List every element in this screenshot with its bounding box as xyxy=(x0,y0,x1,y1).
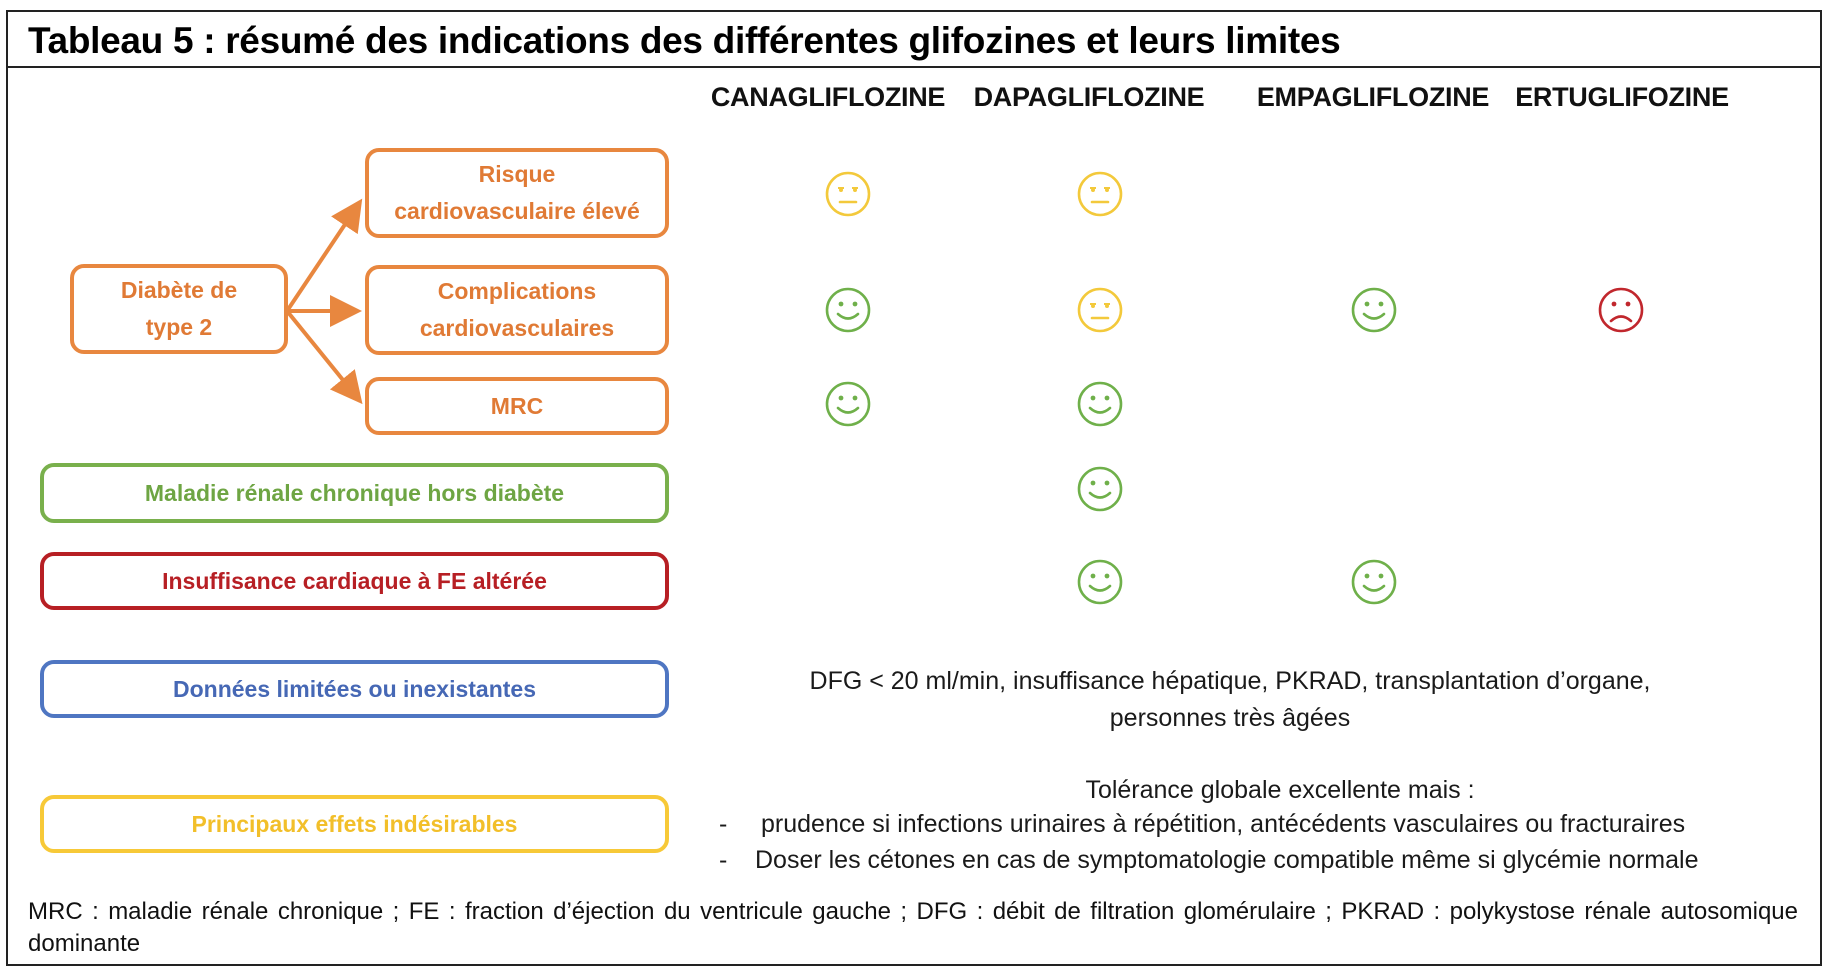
effets-indesirables-label: Principaux effets indésirables xyxy=(191,810,518,837)
donnees-limitees-box: Données limitées ou inexistantes xyxy=(40,660,669,718)
complications-line-2: cardiovasculaires xyxy=(419,315,615,341)
title-bar: Tableau 5 : résumé des indications des d… xyxy=(6,10,1822,68)
effets-bullet-marker-2: - xyxy=(719,846,728,874)
table-frame xyxy=(6,10,1822,966)
arrow-to-risque xyxy=(285,198,363,313)
column-header-canagliflozine: CANAGLIFLOZINE xyxy=(710,82,946,112)
smiling-face-icon xyxy=(1349,285,1399,335)
diabetes-line-1: Diabète de xyxy=(120,277,238,303)
donnees-text-line-2: personnes très âgées xyxy=(1109,704,1351,732)
maladie-renale-box: Maladie rénale chronique hors diabète xyxy=(40,463,669,523)
smiling-face-icon xyxy=(823,285,873,335)
neutral-face-icon xyxy=(1075,285,1125,335)
effets-indesirables-box: Principaux effets indésirables xyxy=(40,795,669,853)
frowning-face-icon xyxy=(1596,285,1646,335)
risque-line-1: Risque xyxy=(478,161,556,187)
column-header-empagliflozine: EMPAGLIFLOZINE xyxy=(1256,82,1490,112)
effets-bullet-1: prudence si infections urinaires à répét… xyxy=(761,810,1686,838)
neutral-face-icon xyxy=(1075,169,1125,219)
effets-bullet-2: Doser les cétones en cas de symptomatolo… xyxy=(755,846,1699,874)
smiling-face-icon xyxy=(1075,379,1125,429)
risque-cv-box: Risque cardiovasculaire élevé xyxy=(365,148,669,238)
arrow-to-mrc xyxy=(285,309,363,405)
donnees-limitees-label: Données limitées ou inexistantes xyxy=(172,675,536,702)
complications-cv-box: Complications cardiovasculaires xyxy=(365,265,669,355)
maladie-renale-label: Maladie rénale chronique hors diabète xyxy=(144,479,565,506)
risque-line-2: cardiovasculaire élevé xyxy=(394,198,640,224)
insuffisance-cardiaque-label: Insuffisance cardiaque à FE altérée xyxy=(162,567,547,594)
insuffisance-cardiaque-box: Insuffisance cardiaque à FE altérée xyxy=(40,552,669,610)
column-header-ertuglifozine: ERTUGLIFOZINE xyxy=(1515,82,1729,112)
effets-intro: Tolérance globale excellente mais : xyxy=(1085,776,1475,804)
smiling-face-icon xyxy=(1075,464,1125,514)
complications-line-1: Complications xyxy=(437,278,597,304)
donnees-text-line-1: DFG < 20 ml/min, insuffisance hépatique,… xyxy=(809,667,1651,695)
donnees-limitees-text: DFG < 20 ml/min, insuffisance hépatique,… xyxy=(720,663,1740,737)
diabetes-line-2: type 2 xyxy=(145,314,213,340)
diabetes-type2-box: Diabète de type 2 xyxy=(70,264,288,354)
effets-bullet-marker-1: - xyxy=(719,810,728,838)
smiling-face-icon xyxy=(1075,557,1125,607)
column-header-dapagliflozine: DAPAGLIFLOZINE xyxy=(973,82,1205,112)
mrc-label: MRC xyxy=(490,392,544,419)
mrc-box: MRC xyxy=(365,377,669,435)
footnote: MRC : maladie rénale chronique ; FE : fr… xyxy=(28,898,1798,957)
neutral-face-icon xyxy=(823,169,873,219)
smiling-face-icon xyxy=(1349,557,1399,607)
page-title: Tableau 5 : résumé des indications des d… xyxy=(28,20,1341,61)
smiling-face-icon xyxy=(823,379,873,429)
